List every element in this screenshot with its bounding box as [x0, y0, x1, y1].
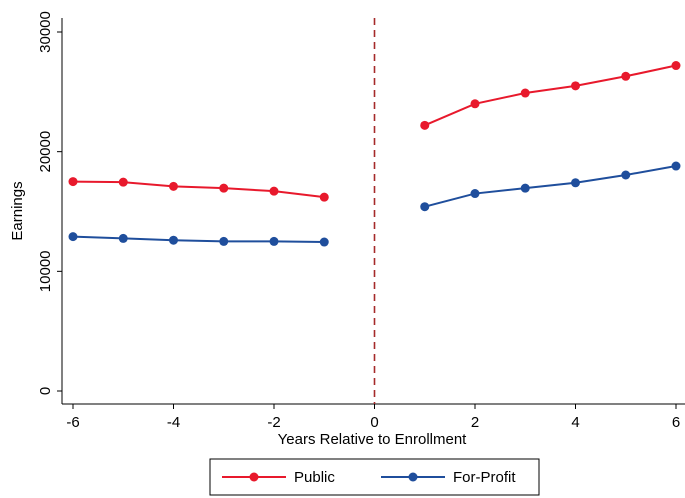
public-point — [621, 71, 631, 81]
series-layer — [68, 61, 681, 247]
for-profit-point — [118, 233, 128, 243]
x-tick-label: -4 — [167, 414, 180, 431]
for-profit-line — [424, 165, 677, 208]
y-axis-title: Earnings — [9, 181, 26, 240]
for-profit-point — [470, 189, 480, 199]
for-profit-point — [420, 202, 430, 212]
x-axis-title: Years Relative to Enrollment — [278, 431, 468, 448]
x-tick-label: 0 — [370, 414, 378, 431]
for-profit-point — [520, 183, 530, 193]
for-profit-point — [68, 232, 78, 242]
x-tick-label: -2 — [267, 414, 280, 431]
for-profit-point — [319, 237, 329, 247]
legend-label-public: Public — [294, 469, 335, 486]
public-line — [424, 64, 677, 127]
public-point — [118, 177, 128, 187]
for-profit-point — [571, 178, 580, 188]
for-profit-point — [169, 235, 178, 245]
legend: Public For-Profit — [209, 458, 540, 496]
plot-area — [61, 18, 685, 405]
x-tick-label: -6 — [66, 414, 79, 431]
public-point — [219, 183, 229, 193]
legend-marker-for-profit — [408, 472, 418, 482]
y-axis-ticks: 0 10000 20000 30000 — [37, 11, 62, 395]
x-axis-ticks: -6 -4 -2 0 2 4 6 — [66, 404, 680, 431]
public-line — [72, 180, 325, 199]
x-tick-label: 4 — [571, 414, 579, 431]
for-profit-point — [671, 161, 681, 171]
public-point — [169, 181, 178, 191]
public-point — [520, 88, 530, 98]
for-profit-point — [269, 236, 279, 246]
legend-label-for-profit: For-Profit — [453, 469, 516, 486]
public-point — [470, 99, 480, 109]
for-profit-point — [219, 236, 229, 246]
public-point — [671, 61, 681, 71]
for-profit-point — [621, 170, 631, 180]
legend-items: Public For-Profit — [222, 469, 516, 486]
public-point — [319, 192, 329, 202]
y-tick-label: 10000 — [37, 250, 54, 292]
y-tick-label: 30000 — [37, 11, 54, 53]
y-tick-label: 20000 — [37, 131, 54, 173]
public-point — [68, 177, 78, 187]
public-point — [420, 120, 430, 130]
legend-marker-public — [249, 472, 259, 482]
public-point — [269, 186, 279, 196]
x-tick-label: 6 — [672, 414, 680, 431]
y-tick-label: 0 — [37, 387, 54, 395]
for-profit-line — [72, 235, 325, 244]
public-point — [571, 81, 580, 91]
x-tick-label: 2 — [471, 414, 479, 431]
